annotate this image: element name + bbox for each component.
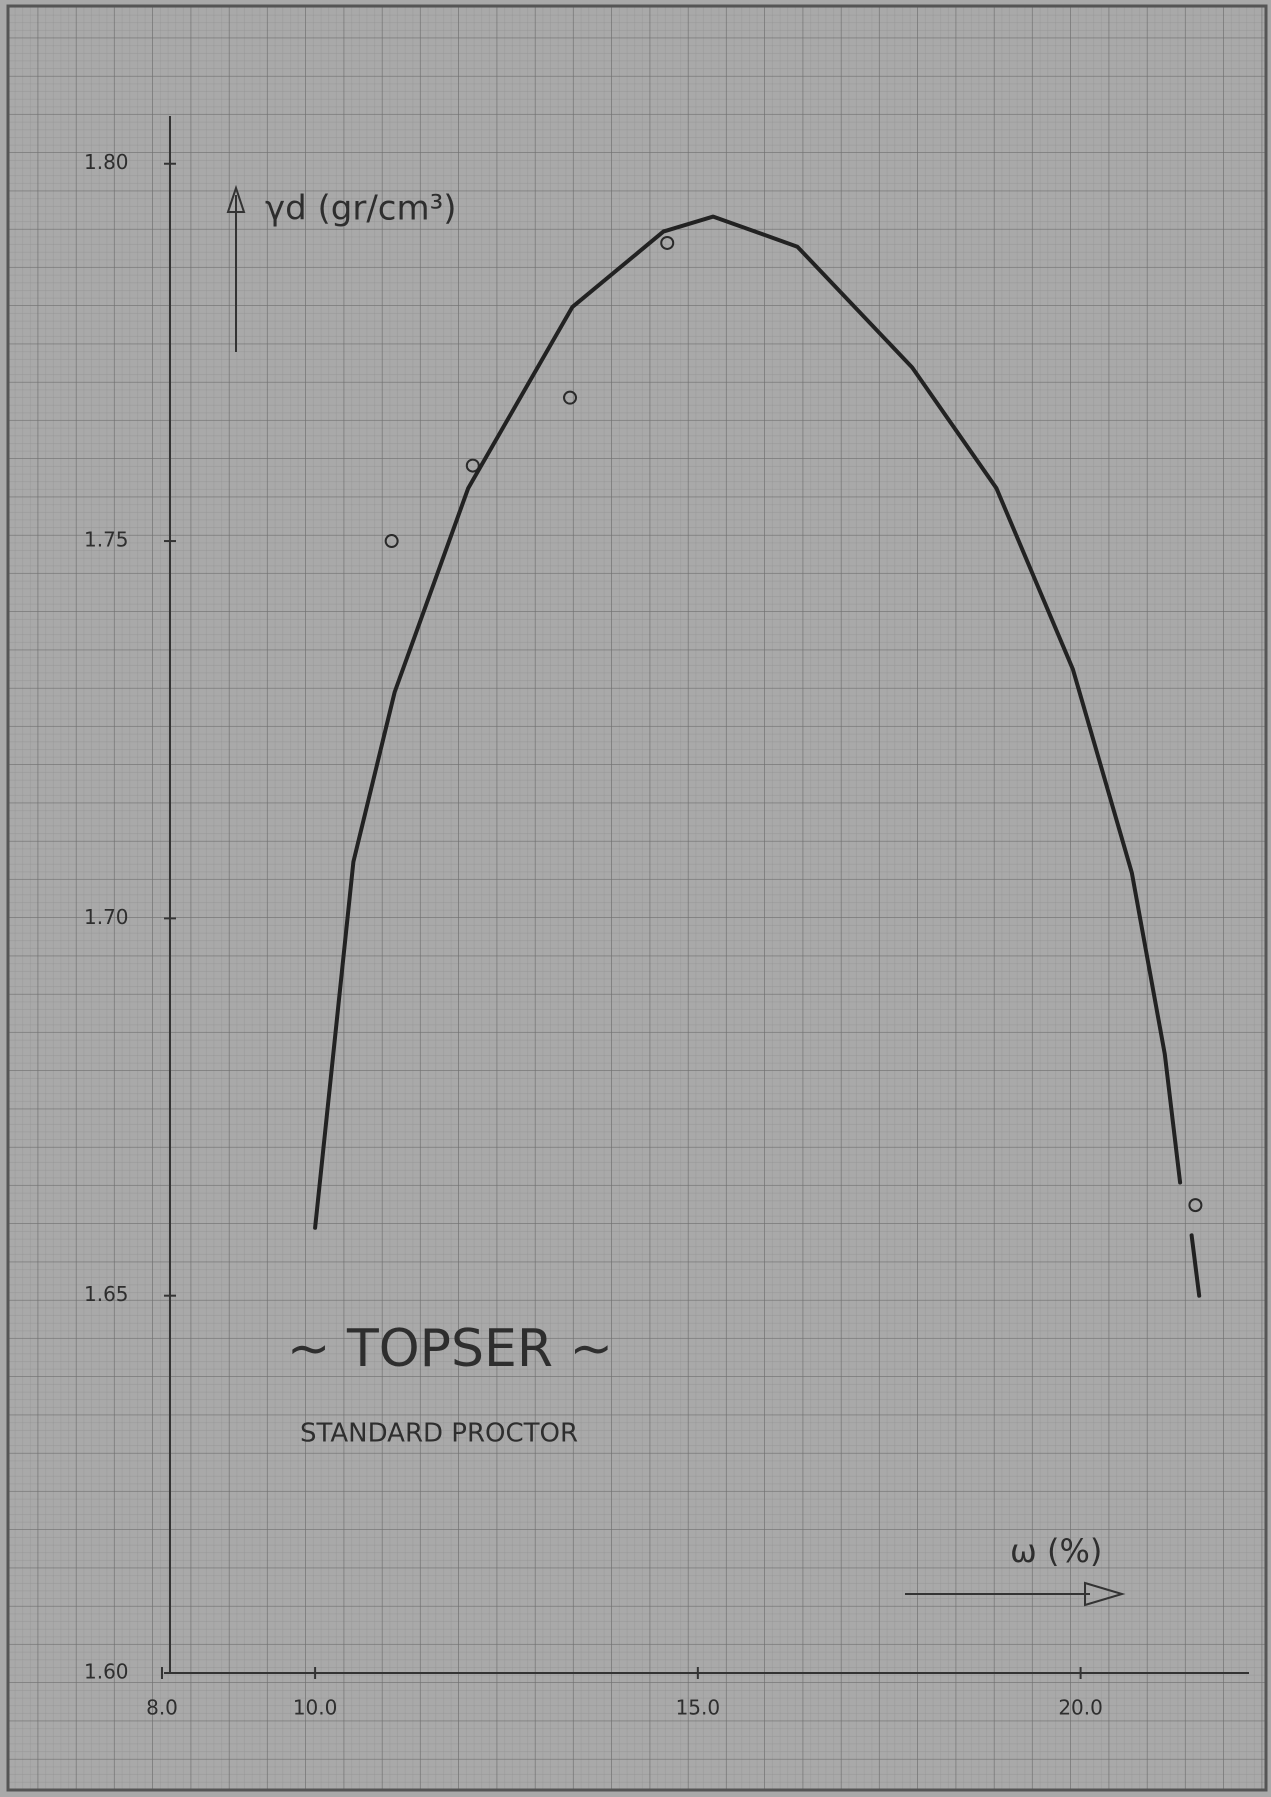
y-tick-label: 1.70 [84, 905, 129, 929]
y-tick-label: 1.75 [84, 528, 129, 552]
y-tick-label: 1.80 [84, 150, 129, 174]
x-axis-label: ω (%) [1010, 1532, 1102, 1570]
page: {"chart_data": { "type": "scatter", "tit… [0, 0, 1271, 1797]
chart-title: ~ TOPSER ~ [287, 1319, 613, 1379]
graph-paper-grid [8, 6, 1266, 1790]
chart: γd (gr/cm³) ω (%) ~ TOPSER ~ STANDARD PR… [0, 0, 1271, 1797]
x-tick-label: 20.0 [1058, 1696, 1103, 1720]
y-tick-label: 1.60 [84, 1660, 129, 1684]
chart-subtitle: STANDARD PROCTOR [300, 1419, 578, 1449]
y-tick-label: 1.65 [84, 1282, 129, 1306]
x-tick-label: 8.0 [146, 1696, 178, 1720]
x-tick-label: 15.0 [676, 1696, 721, 1720]
y-axis-label: γd (gr/cm³) [265, 189, 457, 229]
x-tick-label: 10.0 [293, 1696, 338, 1720]
